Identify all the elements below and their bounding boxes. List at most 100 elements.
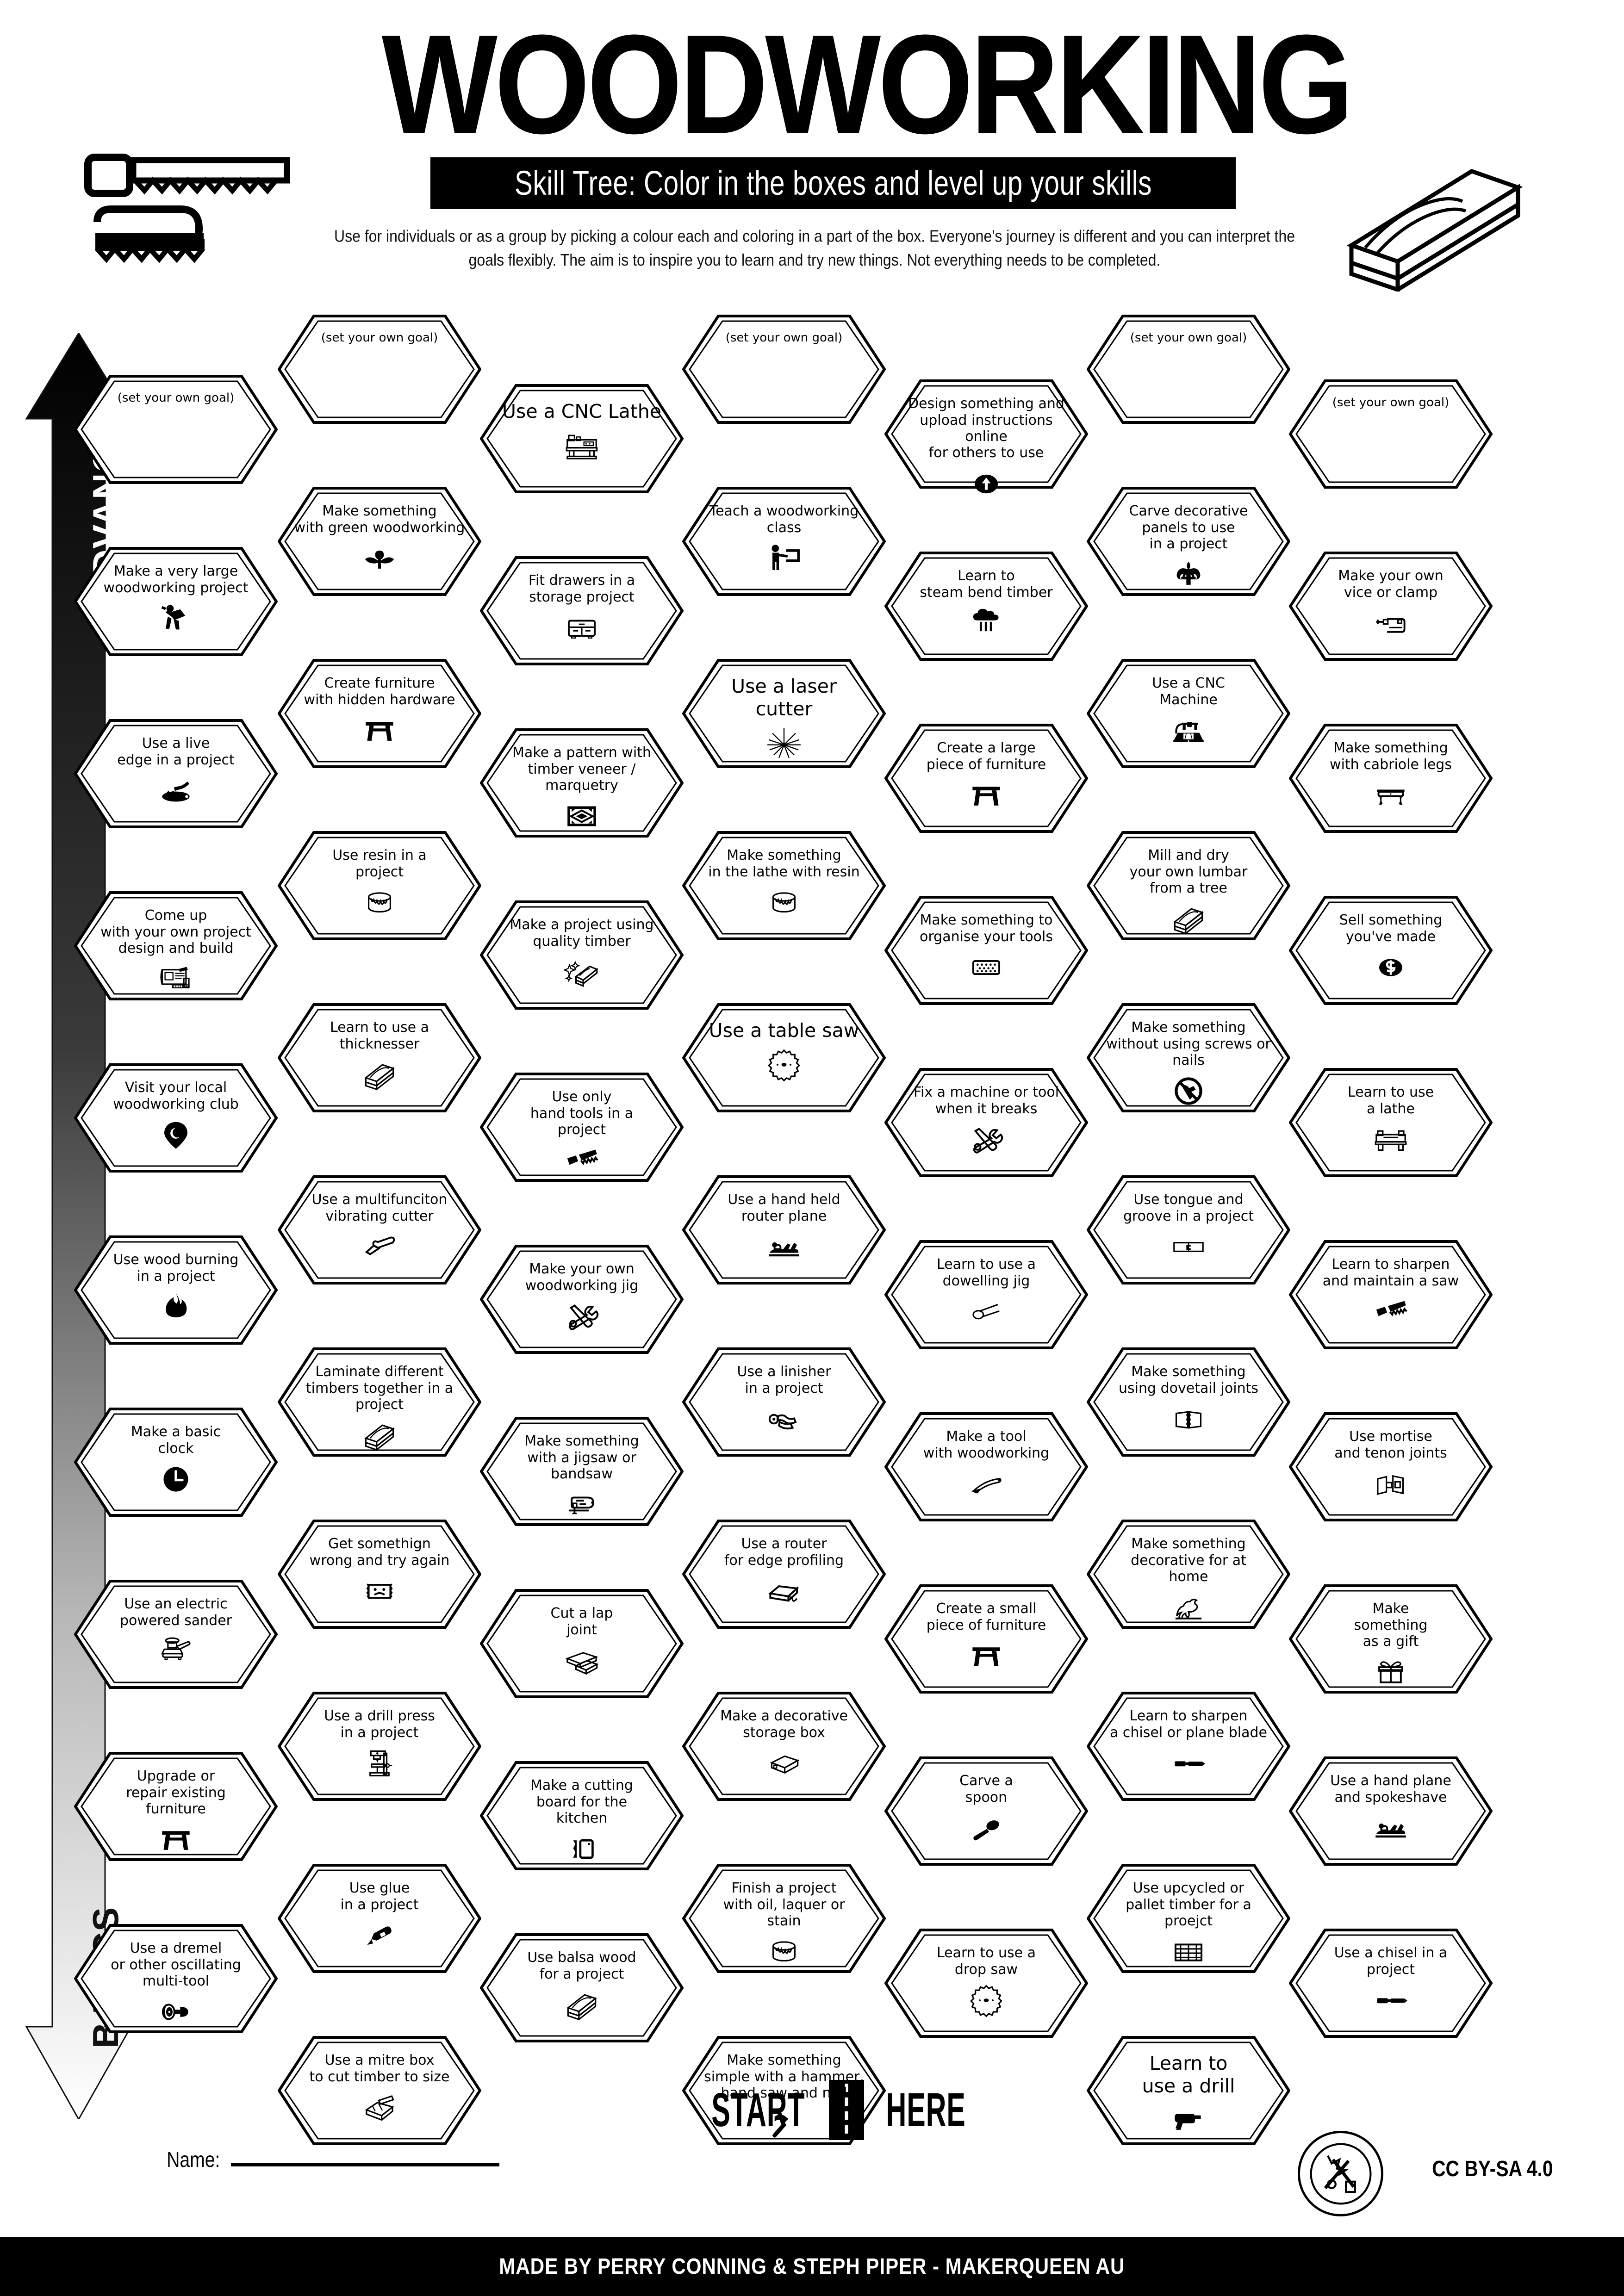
skill-hex-c1-r8[interactable]: Use an electric powered sander: [74, 1580, 278, 1689]
skill-hex-c7-r4[interactable]: Sell something you've made: [1289, 896, 1493, 1005]
skill-hex-c2-r1[interactable]: (set your own goal): [278, 315, 481, 424]
skill-hex-c3-r9[interactable]: Make a cutting board for the kitchen: [480, 1761, 684, 1870]
skill-hex-c2-r6[interactable]: Use a multifunciton vibrating cutter: [278, 1175, 481, 1285]
skill-hex-c4-r9[interactable]: Make a decorative storage box: [682, 1692, 886, 1801]
skill-hex-c6-r4[interactable]: Mill and dry your own lumbar from a tree: [1087, 831, 1290, 940]
skill-hex-c2-r9[interactable]: Use a drill press in a project: [278, 1692, 481, 1801]
skill-hex-c7-r5[interactable]: Learn to use a lathe: [1289, 1068, 1493, 1177]
skill-hex-c3-r2[interactable]: Fit drawers in a storage project: [480, 556, 684, 665]
skill-hex-c7-r9[interactable]: Use a hand plane and spokeshave: [1289, 1756, 1493, 1866]
skill-hex-c5-r10[interactable]: Learn to use a drop saw: [884, 1929, 1088, 2038]
skill-hex-c2-r8[interactable]: Get somethign wrong and try again: [278, 1520, 481, 1629]
skill-hex-c2-r7[interactable]: Laminate different timbers together in a…: [278, 1347, 481, 1457]
skill-hex-c4-r7[interactable]: Use a linisher in a project: [682, 1347, 886, 1457]
skill-label: (set your own goal): [725, 331, 843, 345]
skill-hex-c6-r2[interactable]: Carve decorative panels to use in a proj…: [1087, 487, 1290, 596]
skill-label: (set your own goal): [1130, 331, 1247, 345]
skill-hex-c2-r4[interactable]: Use resin in a project: [278, 831, 481, 940]
skill-hex-c1-r7[interactable]: Make a basic clock: [74, 1408, 278, 1517]
skill-hex-c7-r3[interactable]: Make something with cabriole legs: [1289, 724, 1493, 833]
orbital-sander-icon: [158, 1633, 194, 1669]
license-text: CC BY-SA 4.0: [1432, 2157, 1553, 2181]
skill-hex-c7-r10[interactable]: Use a chisel in a project: [1289, 1929, 1493, 2038]
skill-hex-c1-r6[interactable]: Use wood burning in a project: [74, 1235, 278, 1345]
skill-hex-c6-r10[interactable]: Use upcycled or pallet timber for a proe…: [1087, 1864, 1290, 1973]
skill-hex-c1-r9[interactable]: Upgrade or repair existing furniture: [74, 1752, 278, 1861]
cabriole-table-icon: [1373, 777, 1409, 813]
skill-hex-c5-r4[interactable]: Make something to organise your tools: [884, 896, 1088, 1005]
skill-label: Use upcycled or pallet timber for a proe…: [1126, 1880, 1251, 1929]
name-input-rule[interactable]: [231, 2163, 500, 2166]
skill-hex-c5-r2[interactable]: Learn to steam bend timber: [884, 552, 1088, 661]
skill-hex-c4-r4[interactable]: Make something in the lathe with resin: [682, 831, 886, 940]
skill-hex-c6-r9[interactable]: Learn to sharpen a chisel or plane blade: [1087, 1692, 1290, 1801]
skill-hex-c5-r9[interactable]: Carve a spoon: [884, 1756, 1088, 1866]
skill-hex-c3-r4[interactable]: Make a project using quality timber: [480, 900, 684, 1010]
table-icon: [361, 713, 398, 749]
subtitle-text: Skill Tree: Color in the boxes and level…: [514, 164, 1152, 203]
skill-hex-c3-r3[interactable]: Make a pattern with timber veneer / marq…: [480, 728, 684, 838]
skill-hex-c3-r7[interactable]: Make something with a jigsaw or bandsaw: [480, 1417, 684, 1526]
skill-label: Use a hand held router plane: [728, 1191, 840, 1224]
skill-label: Use a linisher in a project: [737, 1364, 831, 1396]
skill-hex-c4-r1[interactable]: (set your own goal): [682, 315, 886, 424]
skill-hex-c5-r5[interactable]: Fix a machine or tool when it breaks: [884, 1068, 1088, 1177]
skill-hex-c1-r2[interactable]: Make a very large woodworking project: [74, 547, 278, 656]
skill-hex-c5-r7[interactable]: Make a tool with woodworking: [884, 1412, 1088, 1521]
skill-hex-c4-r11[interactable]: Make something simple with a hammer, han…: [682, 2036, 886, 2145]
skill-label: Learn to steam bend timber: [920, 568, 1053, 601]
skill-hex-c3-r8[interactable]: Cut a lap joint: [480, 1589, 684, 1698]
name-field[interactable]: Name:: [162, 2147, 500, 2172]
skill-hex-c5-r1[interactable]: Design something and upload instructions…: [884, 379, 1088, 494]
skill-hex-c4-r5[interactable]: Use a table saw: [682, 1003, 886, 1112]
intro-paragraph: Use for individuals or as a group by pic…: [334, 227, 1295, 270]
skill-hex-c2-r3[interactable]: Create furniture with hidden hardware: [278, 659, 481, 768]
carry-lumber-icon: [158, 601, 194, 637]
skill-hex-c1-r1[interactable]: (set your own goal): [74, 375, 278, 484]
storage-box-icon: [766, 1745, 802, 1781]
skill-hex-c2-r2[interactable]: Make something with green woodworking: [278, 487, 481, 596]
skill-hex-c1-r3[interactable]: Use a live edge in a project: [74, 719, 278, 828]
skill-label: Come up with your own project design and…: [100, 907, 251, 956]
skill-hex-c3-r10[interactable]: Use balsa wood for a project: [480, 1933, 684, 2042]
skill-hex-c2-r10[interactable]: Use glue in a project: [278, 1864, 481, 1973]
skill-hex-c4-r10[interactable]: Finish a project with oil, laquer or sta…: [682, 1864, 886, 1973]
skill-hex-c3-r6[interactable]: Make your own woodworking jig: [480, 1245, 684, 1354]
skill-hex-c7-r7[interactable]: Use mortise and tenon joints: [1289, 1412, 1493, 1521]
skill-hex-c7-r1[interactable]: (set your own goal): [1289, 379, 1493, 489]
skill-hex-c2-r11[interactable]: Use a mitre box to cut timber to size: [278, 2036, 481, 2145]
skill-hex-c6-r11[interactable]: Learn to use a drill: [1087, 2036, 1290, 2145]
skill-hex-c6-r7[interactable]: Make something using dovetail joints: [1087, 1347, 1290, 1457]
skill-hex-c6-r1[interactable]: (set your own goal): [1087, 315, 1290, 424]
skill-hex-c5-r6[interactable]: Learn to use a dowelling jig: [884, 1240, 1088, 1349]
skill-hex-c7-r8[interactable]: Make something as a gift: [1289, 1584, 1493, 1694]
saw-blade-icon: [968, 1982, 1004, 2018]
skill-hex-c1-r10[interactable]: Use a dremel or other oscillating multi-…: [74, 1924, 278, 2033]
skill-hex-c3-r1[interactable]: Use a CNC Lathe: [480, 384, 684, 493]
skill-hex-c6-r8[interactable]: Make something decorative for at home: [1087, 1520, 1290, 1629]
skill-hex-c6-r5[interactable]: Make something without using screws or n…: [1087, 1003, 1290, 1112]
skill-hex-c4-r2[interactable]: Teach a woodworking class: [682, 487, 886, 596]
skill-hex-c7-r6[interactable]: Learn to sharpen and maintain a saw: [1289, 1240, 1493, 1349]
skill-label: Learn to use a lathe: [1347, 1084, 1434, 1117]
skill-hex-c3-r5[interactable]: Use only hand tools in a project: [480, 1073, 684, 1182]
linisher-icon: [766, 1401, 802, 1437]
table-icon: [158, 1822, 194, 1858]
skill-hex-c7-r2[interactable]: Make your own vice or clamp: [1289, 552, 1493, 661]
skill-label: Learn to use a dowelling jig: [936, 1256, 1036, 1289]
skill-hex-c4-r6[interactable]: Use a hand held router plane: [682, 1175, 886, 1285]
skill-hex-c6-r6[interactable]: Use tongue and groove in a project: [1087, 1175, 1290, 1285]
skill-hex-c1-r4[interactable]: Come up with your own project design and…: [74, 891, 278, 1000]
skill-hex-c4-r3[interactable]: Use a laser cutter: [682, 659, 886, 768]
skill-label: Use an electric powered sander: [120, 1596, 232, 1629]
skill-hex-c6-r3[interactable]: Use a CNC Machine: [1087, 659, 1290, 768]
no-nails-icon: [1170, 1073, 1207, 1109]
skill-hex-c5-r3[interactable]: Create a large piece of furniture: [884, 724, 1088, 833]
skill-hex-c4-r8[interactable]: Use a router for edge profiling: [682, 1520, 886, 1629]
sapling-icon: [361, 540, 398, 577]
skill-hex-c5-r8[interactable]: Create a small piece of furniture: [884, 1584, 1088, 1694]
skill-hex-c2-r5[interactable]: Learn to use a thicknesser: [278, 1003, 481, 1112]
skill-hex-c1-r5[interactable]: Visit your local woodworking club: [74, 1063, 278, 1173]
drill-press-icon: [361, 1745, 398, 1781]
